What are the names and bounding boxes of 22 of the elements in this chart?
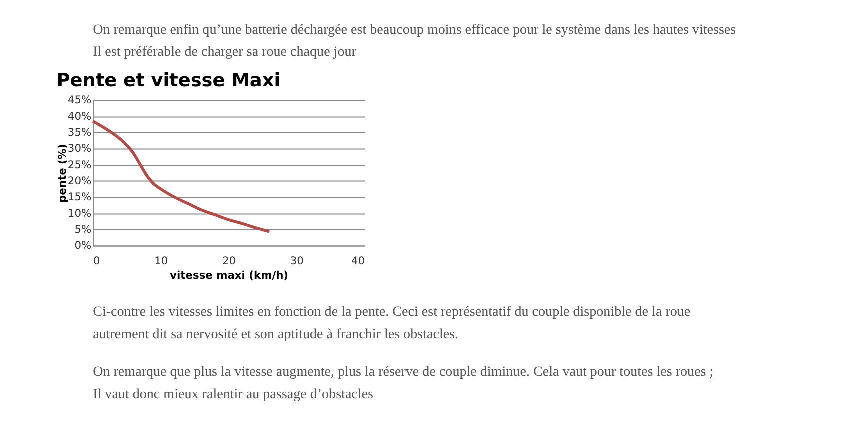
y-tick-label: 20%: [68, 174, 92, 188]
y-tick-label: 10%: [68, 206, 92, 220]
x-tick-label: 20: [222, 254, 236, 268]
y-tick-label: 45%: [68, 94, 92, 107]
line-series: [92, 120, 271, 234]
x-tick-label: 0: [94, 254, 101, 268]
x-axis-title: vitesse maxi (km/h): [170, 269, 289, 282]
chart-title: Pente et vitesse Maxi: [56, 70, 281, 92]
y-tick-label: 25%: [68, 158, 92, 172]
x-tick-label: 40: [351, 254, 366, 268]
y-tick-label: 5%: [74, 222, 92, 236]
y-tick-label: 0%: [74, 239, 92, 252]
text: On remarque que plus la vitesse augmente, plus la réserve de couple diminue. Cela vaut pour toutes les roues ; Il vaut donc mieux ralentir au passage d’obstacles: [93, 364, 714, 402]
y-tick-label: 40%: [68, 110, 92, 123]
text: On remarque enfin qu’une batterie déchargée est beaucoup moins efficace pour le système dans les hautes vitesses Il est préférable de charger sa roue chaque jour: [93, 22, 736, 60]
text: Ci-contre les vitesses limites en fonction de la pente. Ceci est représentatif du couple disponible de la roue autrement dit sa nervosité et son aptitude à franchir les obstacles.: [93, 304, 691, 342]
y-tick-label: 30%: [68, 142, 92, 156]
x-tick-label: 30: [290, 254, 304, 268]
y-tick-label: 15%: [68, 190, 92, 204]
y-axis-title: pente (%): [56, 144, 69, 203]
x-tick-label: 10: [154, 254, 168, 268]
y-tick-label: 35%: [68, 126, 92, 140]
